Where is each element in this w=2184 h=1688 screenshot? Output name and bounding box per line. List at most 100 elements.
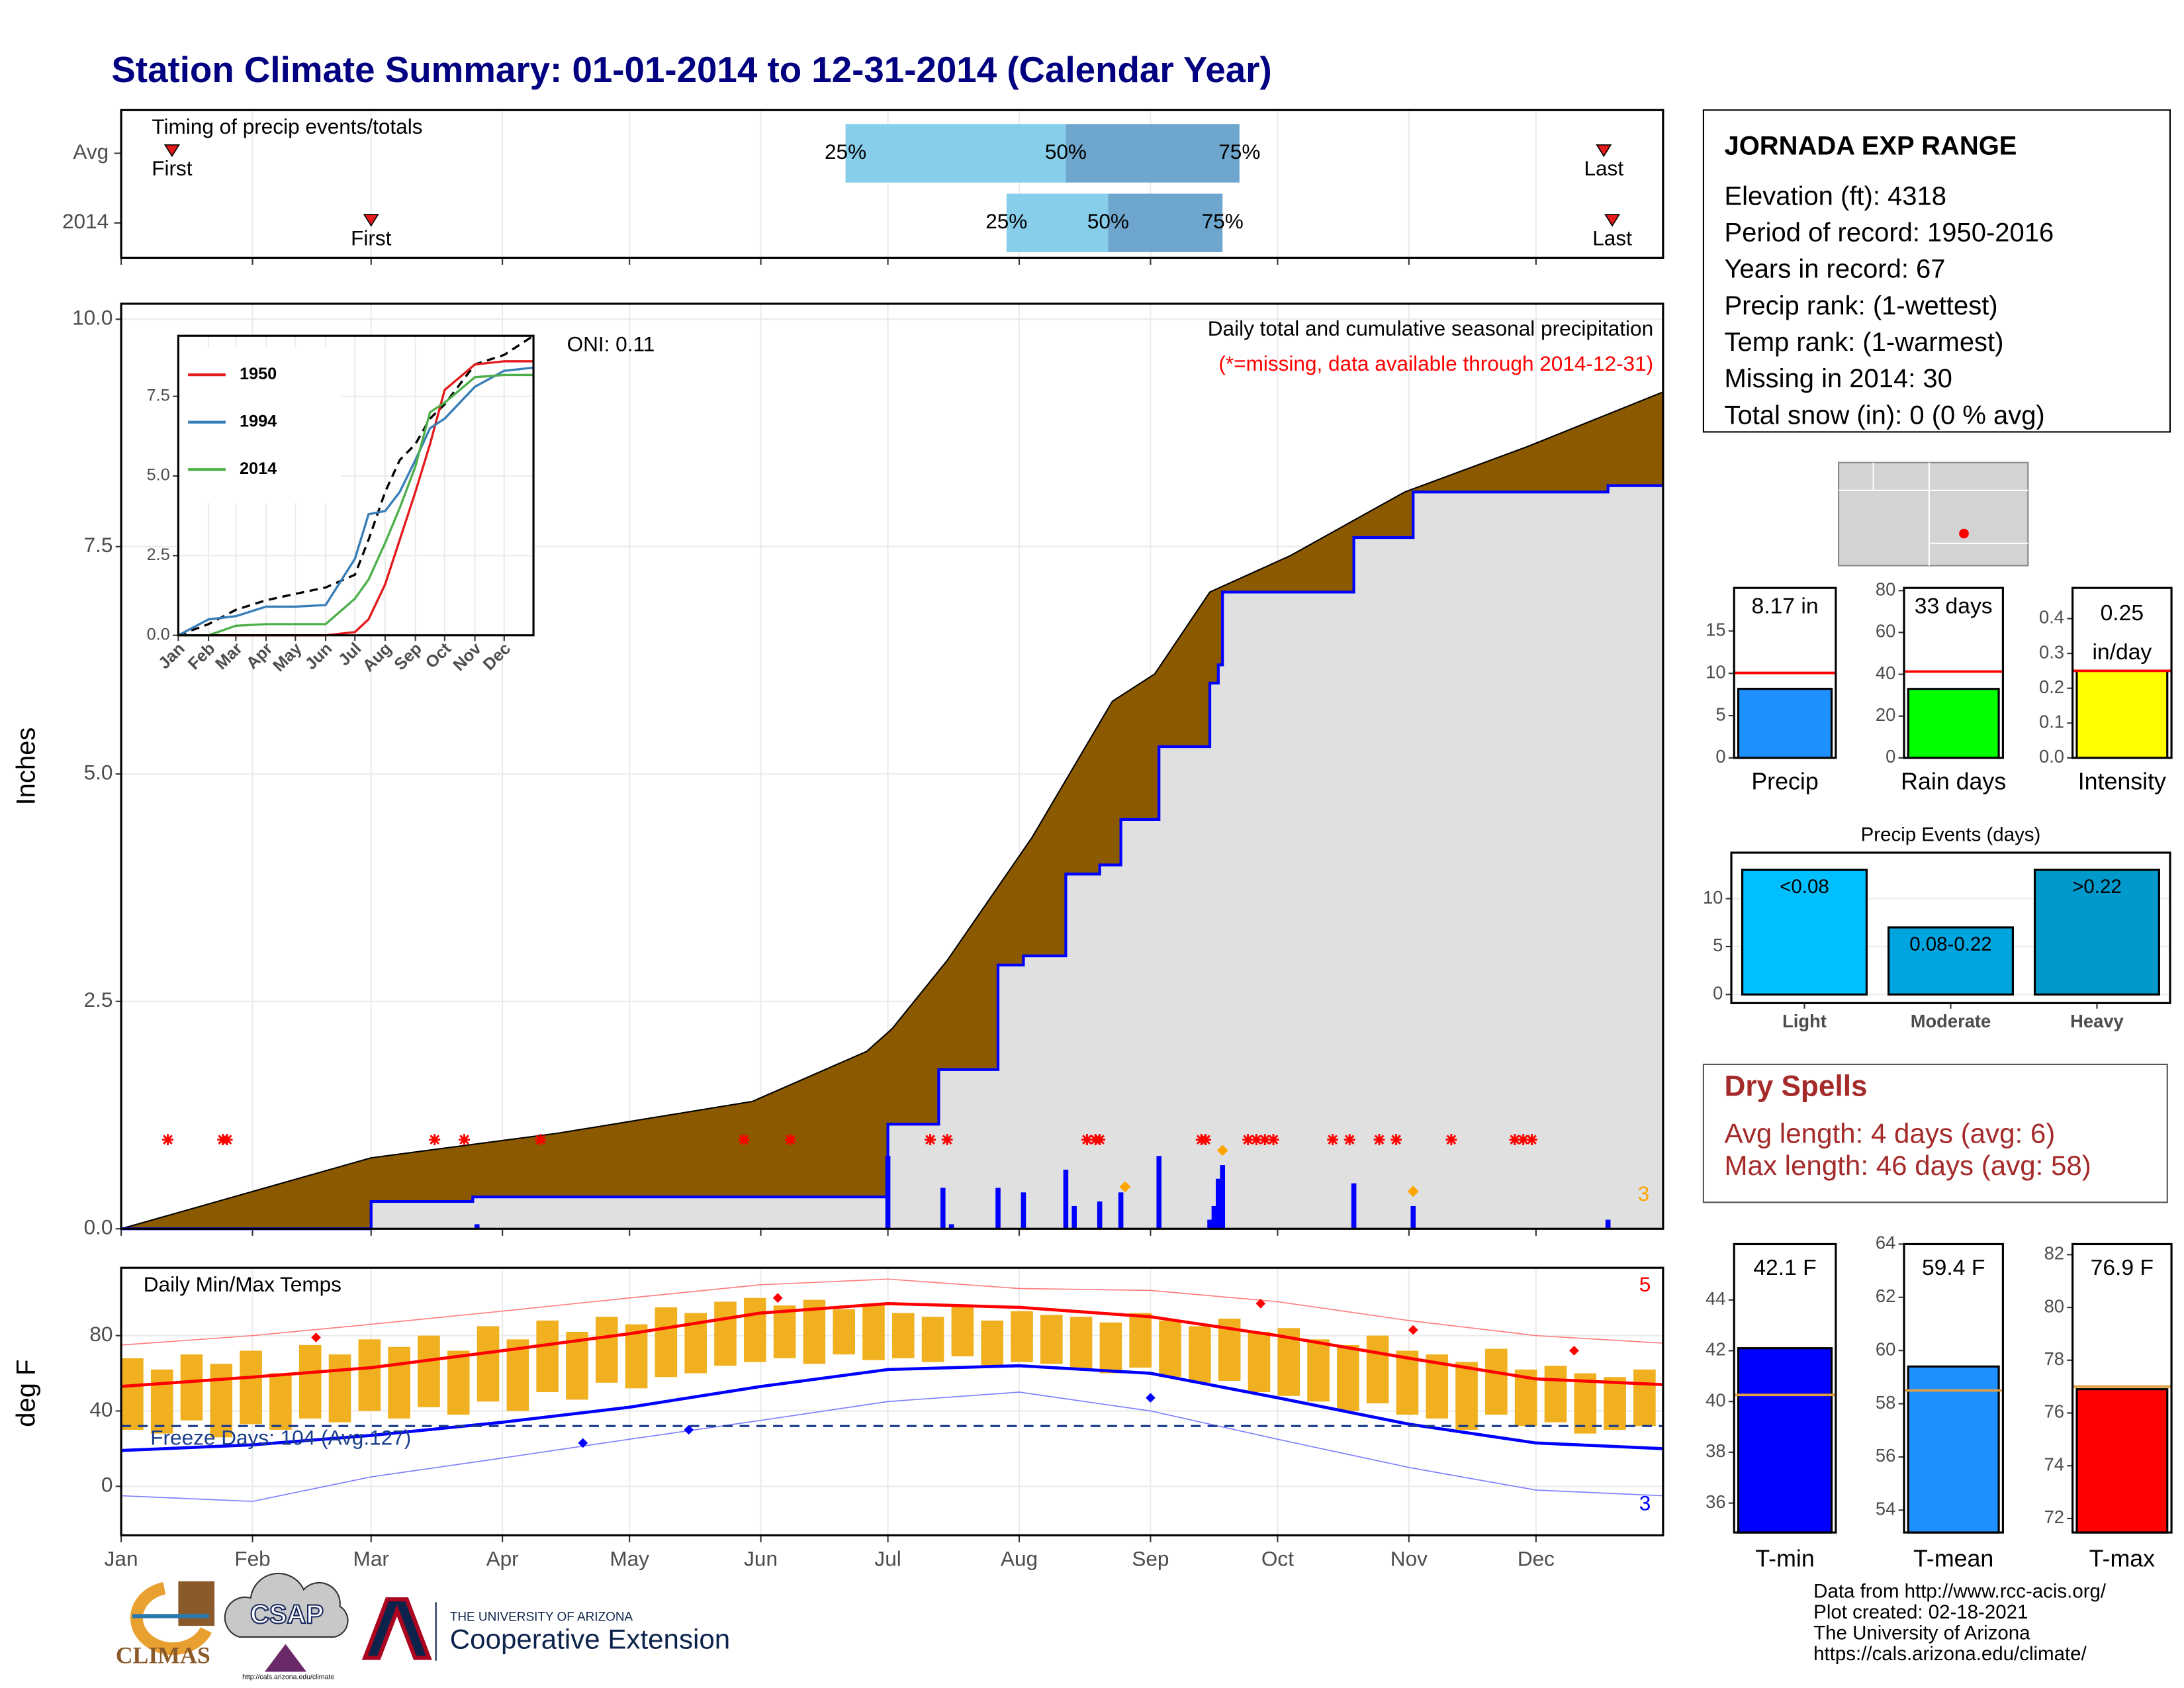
gauge-bar: [1907, 1365, 2000, 1534]
temp-range-bar: [1396, 1350, 1419, 1415]
y-tick-label: 40: [1876, 663, 1895, 683]
y-tick-label: 60: [1876, 1338, 1895, 1359]
temp-range-bar: [1248, 1331, 1271, 1393]
missing-marker: [784, 1134, 796, 1146]
credit: Data from http://www.rcc-acis.org/: [1813, 1580, 2107, 1602]
y-tick-label: 7.5: [84, 533, 113, 557]
normal-max-line: [120, 1301, 1663, 1388]
panel-frame: [1733, 586, 1837, 759]
event-label: First: [152, 156, 193, 180]
x-tick-label: Dec: [1518, 1547, 1555, 1571]
value-label: 33 days: [1915, 594, 1993, 619]
y-tick-label: 2014: [62, 209, 109, 233]
missing-marker: [1267, 1134, 1279, 1146]
x-tick-label: Apr: [486, 1547, 519, 1571]
bar-label: 0.08-0.22: [1909, 933, 1991, 955]
missing-marker: [1343, 1134, 1355, 1146]
daily-bar: [1605, 1219, 1611, 1229]
daily-bar: [995, 1188, 1001, 1229]
y-tick-label: 0.1: [2039, 712, 2064, 732]
event-marker: [163, 144, 180, 158]
y-tick-label: 7.5: [147, 386, 170, 404]
x-tick-label: T-mean: [1913, 1546, 1993, 1572]
quartile-bar: [1066, 124, 1240, 183]
daily-bar: [940, 1188, 946, 1229]
temp-range-bar: [477, 1326, 500, 1402]
x-tick-label: Mar: [353, 1547, 389, 1571]
temp-range-bar: [1129, 1313, 1152, 1368]
missing-marker: [1094, 1134, 1106, 1146]
record-max-line: [121, 1278, 1663, 1346]
record-marker: [1407, 1186, 1419, 1197]
missing-marker: [1390, 1134, 1402, 1146]
svg-text:http://cals.arizona.edu/climat: http://cals.arizona.edu/climate: [242, 1673, 334, 1681]
value-label: 42.1 F: [1753, 1256, 1816, 1280]
climas-logo: CLIMAS: [116, 1581, 215, 1669]
missing-marker: [1242, 1134, 1254, 1146]
panel-title: Daily Min/Max Temps: [144, 1272, 341, 1296]
x-tick-label: Rain days: [1901, 768, 2006, 794]
temp-range-bar: [536, 1320, 559, 1393]
x-tick-label: Moderate: [1911, 1011, 1991, 1031]
missing-marker: [535, 1134, 547, 1146]
temp-range-bar: [1011, 1311, 1033, 1362]
gauge-bar: [2075, 669, 2169, 759]
daily-bar: [1211, 1205, 1217, 1229]
y-tick-label: 5.0: [84, 761, 113, 784]
temp-range-bar: [240, 1350, 262, 1425]
y-tick-label: 5.0: [147, 466, 170, 485]
temp-range-bar: [951, 1305, 974, 1356]
temp-range-bar: [269, 1373, 292, 1430]
x-tick-label: Feb: [234, 1547, 270, 1571]
y-tick-label: 10.0: [72, 306, 113, 330]
panel-frame: [2071, 1243, 2173, 1534]
missing-marker: [221, 1134, 233, 1146]
temp-range-bar: [655, 1307, 678, 1378]
temp-range-bar: [1307, 1339, 1330, 1402]
record-marker: [311, 1333, 321, 1342]
daily-bar: [1156, 1156, 1162, 1229]
series-line: [177, 366, 534, 637]
y-tick-label: 36: [1706, 1491, 1725, 1512]
record-min-line: [121, 1391, 1663, 1502]
record-marker: [1255, 1298, 1266, 1309]
panel-frame: [1903, 1243, 2004, 1534]
gauge-bar: [2075, 1388, 2169, 1534]
y-tick-label: 0.4: [2039, 607, 2064, 628]
quartile-bar: [1006, 193, 1109, 252]
y-tick-label: 38: [1706, 1440, 1725, 1461]
y-tick-label: 20: [1876, 704, 1895, 725]
y-tick-label: 0.0: [2039, 746, 2064, 767]
temp-range-bar: [981, 1320, 1004, 1366]
y-tick-label: 80: [89, 1322, 113, 1346]
x-tick-label: Precip: [1751, 768, 1818, 794]
temp-range-bar: [1604, 1377, 1626, 1430]
missing-marker: [1327, 1134, 1339, 1146]
y-tick-label: 62: [1876, 1286, 1895, 1306]
event-label: First: [351, 226, 392, 250]
svg-text:THE UNIVERSITY OF ARIZONA: THE UNIVERSITY OF ARIZONA: [450, 1610, 633, 1624]
temp-range-bar: [418, 1335, 440, 1407]
temp-range-bar: [388, 1346, 410, 1419]
legend-box: [181, 347, 341, 503]
y-tick-label: 5: [1713, 935, 1723, 955]
x-tick-label: Oct: [1261, 1547, 1294, 1571]
temp-range-bar: [773, 1305, 796, 1358]
missing-marker: [1445, 1134, 1457, 1146]
temp-range-bar: [1337, 1344, 1359, 1411]
y-tick-label: 56: [1876, 1445, 1895, 1466]
panel-title: Timing of precip events/totals: [152, 115, 422, 138]
event-marker: [1596, 144, 1612, 158]
temp-range-bar: [1544, 1366, 1567, 1423]
value-label: 76.9 F: [2091, 1256, 2154, 1280]
daily-bar: [1220, 1165, 1226, 1229]
y-tick-label: 2.5: [147, 545, 170, 564]
y-tick-label: 80: [2044, 1295, 2064, 1316]
record-marker: [578, 1438, 588, 1448]
quartile-bar: [1108, 193, 1223, 252]
event-label: Last: [1592, 226, 1632, 250]
temp-range-bar: [1366, 1335, 1389, 1404]
temp-range-bar: [1069, 1317, 1093, 1370]
missing-marker: [941, 1134, 953, 1146]
